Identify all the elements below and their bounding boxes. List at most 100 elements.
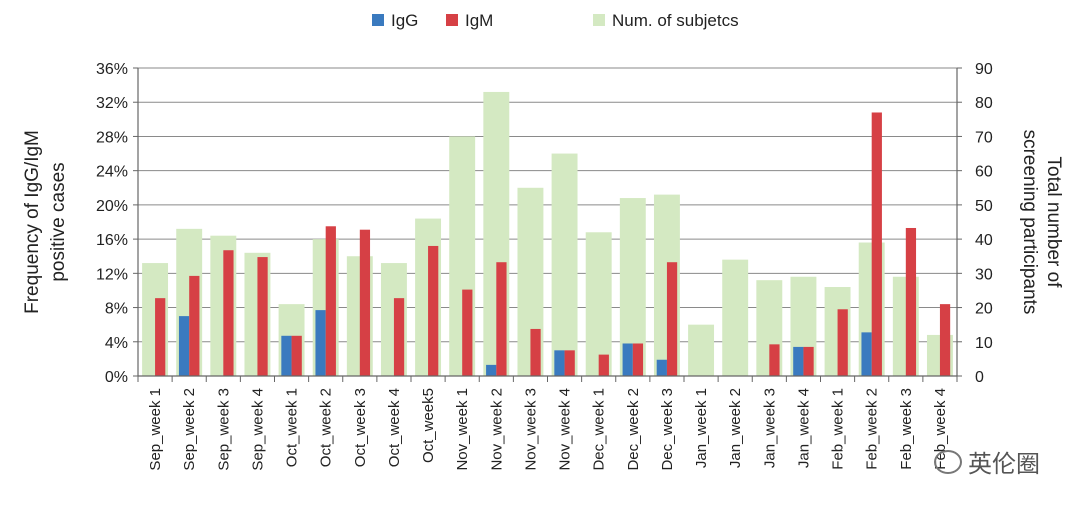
igm-bar bbox=[530, 328, 541, 376]
igm-bar bbox=[666, 262, 678, 376]
watermark: 英伦圈 bbox=[934, 444, 1040, 479]
y-axis-title: Frequency of IgG/IgM bbox=[22, 130, 43, 314]
subjects-bar bbox=[551, 153, 578, 376]
y2-tick-label: 0 bbox=[975, 369, 984, 386]
igg-bar bbox=[178, 316, 190, 376]
x-tick-label: Sep_week 1 bbox=[147, 388, 164, 471]
igg-bars bbox=[178, 310, 872, 376]
x-tick-label: Jan_week 3 bbox=[761, 388, 778, 468]
x-tick-label: Dec_week 2 bbox=[625, 388, 642, 471]
x-tick-label: Oct_week5 bbox=[420, 388, 437, 463]
axes bbox=[137, 68, 958, 382]
igm-bar bbox=[769, 344, 780, 376]
y-tick-label: 32% bbox=[96, 95, 128, 112]
y2-tick-label: 30 bbox=[975, 266, 993, 283]
igg-bar bbox=[861, 332, 872, 376]
igm-bar bbox=[837, 309, 848, 376]
igm-bar bbox=[223, 250, 234, 376]
x-tick-label: Nov_week 3 bbox=[522, 388, 539, 471]
y2-axis-title: screening participants bbox=[1019, 130, 1040, 315]
y2-tick-label: 70 bbox=[975, 129, 993, 146]
legend-label: Num. of subjetcs bbox=[612, 11, 739, 30]
x-tick-label: Sep_week 4 bbox=[249, 388, 266, 471]
x-tick-label: Feb_week 3 bbox=[898, 388, 915, 470]
igm-bar bbox=[803, 346, 814, 376]
igg-bar bbox=[622, 343, 633, 376]
y2-axis-title: Total number of bbox=[1043, 157, 1064, 289]
x-tick-label: Oct_week 4 bbox=[386, 388, 403, 467]
y-tick-label: 4% bbox=[105, 335, 128, 352]
x-tick-label: Oct_week 3 bbox=[352, 388, 369, 467]
subjects-bar bbox=[585, 232, 612, 376]
subjects-bar bbox=[722, 259, 749, 376]
x-tick-label: Sep_week 3 bbox=[215, 388, 232, 471]
x-tick-label: Nov_week 4 bbox=[557, 388, 574, 471]
igm-bar bbox=[905, 227, 917, 376]
watermark-text: 英伦圈 bbox=[968, 450, 1040, 478]
igg-bar bbox=[315, 310, 326, 376]
igm-bar bbox=[359, 229, 371, 376]
legend-label: IgM bbox=[465, 11, 493, 30]
igm-bar bbox=[291, 335, 302, 376]
y-axis-title: positive cases bbox=[48, 162, 69, 281]
legend-swatch bbox=[372, 14, 384, 26]
igm-bar bbox=[871, 112, 882, 376]
igm-bar bbox=[462, 289, 473, 376]
y2-tick-label: 40 bbox=[975, 232, 993, 249]
x-tick-label: Oct_week 2 bbox=[318, 388, 335, 467]
x-tick-label: Oct_week 1 bbox=[284, 388, 301, 467]
x-tick-label: Jan_week 4 bbox=[795, 388, 812, 468]
igm-bars bbox=[155, 112, 951, 376]
igm-bar bbox=[598, 354, 609, 376]
x-tick-label: Jan_week 2 bbox=[727, 388, 744, 468]
y-tick-label: 0% bbox=[105, 369, 128, 386]
igm-bar bbox=[428, 245, 439, 376]
x-tick-label: Dec_week 1 bbox=[591, 388, 608, 471]
legend-label: IgG bbox=[391, 11, 418, 30]
y-tick-label: 16% bbox=[96, 232, 128, 249]
x-tick-label: Nov_week 2 bbox=[488, 388, 505, 471]
igm-bar bbox=[564, 350, 575, 376]
igg-bar bbox=[486, 364, 497, 376]
y-tick-label: 20% bbox=[96, 198, 128, 215]
igg-bar bbox=[656, 359, 667, 376]
igm-bar bbox=[257, 257, 268, 376]
subjects-bar bbox=[688, 324, 715, 376]
grid-lines bbox=[138, 67, 957, 343]
y2-tick-label: 50 bbox=[975, 198, 993, 215]
igg-bar bbox=[793, 346, 804, 376]
x-tick-label: Feb_week 2 bbox=[864, 388, 881, 470]
igm-bar bbox=[393, 298, 405, 376]
left-axis-ticks: 0% 4% 8% 12% 16% 20% 24% 28% 32% 36% bbox=[96, 61, 138, 386]
y-tick-label: 24% bbox=[96, 164, 128, 181]
legend-swatch bbox=[593, 14, 605, 26]
igm-bar bbox=[325, 226, 336, 376]
y2-tick-label: 20 bbox=[975, 301, 993, 318]
y-tick-label: 36% bbox=[96, 61, 128, 78]
x-tick-label: Dec_week 3 bbox=[659, 388, 676, 471]
igg-bar bbox=[281, 335, 292, 376]
y-tick-label: 12% bbox=[96, 266, 128, 283]
igm-bar bbox=[155, 298, 166, 376]
igg-bar bbox=[554, 350, 565, 376]
igm-bar bbox=[189, 275, 200, 376]
x-tick-label: Feb_week 1 bbox=[830, 388, 847, 470]
x-tick-label: Feb_week 4 bbox=[932, 388, 949, 470]
igm-bar bbox=[632, 343, 644, 376]
igm-bar bbox=[496, 262, 507, 376]
x-axis-ticks: Sep_week 1 Sep_week 2 Sep_week 3 Sep_week 4… bbox=[147, 388, 949, 471]
chat-bubble-logo-icon bbox=[934, 449, 962, 474]
legend: IgG IgM Num. of subjetcs bbox=[372, 11, 739, 30]
axis-titles: Frequency of IgG/IgM positive cases Total … bbox=[22, 130, 1064, 315]
right-axis-ticks: 0 10 20 30 40 50 60 70 80 90 bbox=[957, 61, 993, 386]
y-tick-label: 8% bbox=[105, 301, 128, 318]
igm-bar bbox=[939, 304, 951, 376]
x-tick-label: Sep_week 2 bbox=[181, 388, 198, 471]
y2-tick-label: 60 bbox=[975, 164, 993, 181]
y2-tick-label: 90 bbox=[975, 61, 993, 78]
legend-swatch bbox=[446, 14, 458, 26]
y2-tick-label: 10 bbox=[975, 335, 993, 352]
y-tick-label: 28% bbox=[96, 129, 128, 146]
y2-tick-label: 80 bbox=[975, 95, 993, 112]
